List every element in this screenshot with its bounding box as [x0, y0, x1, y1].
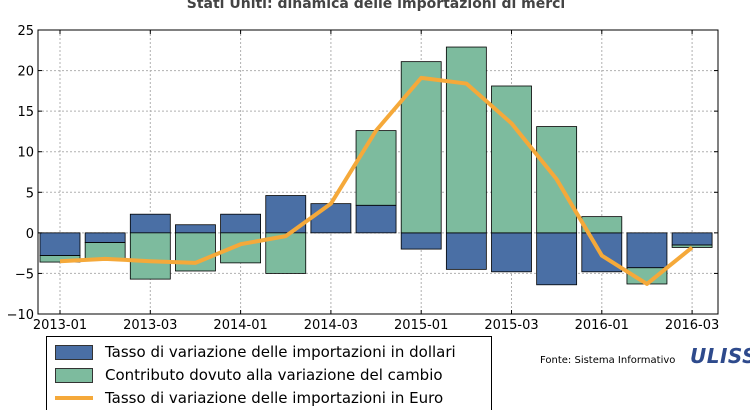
line-series: [59, 75, 694, 286]
legend-label-euro: Tasso di variazione delle importazioni i…: [105, 389, 444, 407]
bar-dollars: [220, 213, 262, 234]
chart-title: Stati Uniti: dinamica delle importazioni…: [187, 0, 565, 12]
euro-line: [59, 75, 694, 286]
legend-label-exchange: Contributo dovuto alla variazione del ca…: [105, 366, 443, 384]
bar-dollars: [129, 213, 171, 234]
legend-label-dollars: Tasso di variazione delle importazioni i…: [105, 343, 456, 361]
x-tick-label: 2014-03: [304, 318, 358, 333]
bar-dollars: [310, 203, 352, 234]
y-tick-label: 5: [26, 186, 34, 201]
source-note: Fonte: Sistema Informativo: [540, 355, 676, 366]
bar-exchange: [355, 130, 397, 206]
bar-dollars: [175, 224, 216, 234]
ulisse-logo: ULISSE: [690, 344, 750, 368]
plot-frame: [37, 29, 719, 315]
y-tick-label: −5: [15, 267, 34, 282]
y-tick-label: 0: [26, 227, 34, 242]
y-tick-label: 25: [17, 24, 34, 39]
bar-dollars: [536, 232, 578, 286]
y-tick-label: 15: [17, 105, 34, 120]
bars: [39, 46, 713, 286]
bar-dollars: [39, 232, 81, 256]
legend-item-exchange: Contributo dovuto alla variazione del ca…: [55, 364, 443, 386]
y-tick-label: 20: [17, 65, 34, 80]
legend-swatch-exchange: [55, 367, 93, 383]
bar-dollars: [400, 232, 442, 250]
x-tick-label: 2016-03: [665, 318, 719, 333]
legend-swatch-dollars: [55, 344, 93, 360]
x-tick-label: 2013-03: [123, 318, 177, 333]
legend-item-euro: Tasso di variazione delle importazioni i…: [55, 387, 443, 409]
x-tick-label: 2015-01: [394, 318, 448, 333]
x-tick-label: 2016-01: [575, 318, 629, 333]
bar-dollars: [445, 232, 487, 270]
bar-dollars: [626, 232, 668, 269]
bar-exchange: [671, 244, 713, 248]
bar-dollars: [84, 232, 126, 243]
bar-exchange: [129, 232, 171, 280]
x-tick-label: 2013-01: [33, 318, 87, 333]
bar-exchange: [400, 61, 442, 234]
bar-exchange: [84, 242, 126, 260]
legend-item-dollars: Tasso di variazione delle importazioni i…: [55, 341, 456, 363]
bar-dollars: [491, 232, 532, 273]
x-tick-label: 2015-03: [484, 318, 538, 333]
legend: Tasso di variazione delle importazioni i…: [46, 336, 492, 410]
bar-exchange: [491, 85, 532, 234]
legend-line-euro: [55, 396, 93, 400]
bar-exchange: [175, 232, 216, 272]
x-tick-label: 2014-01: [213, 318, 267, 333]
bar-dollars: [355, 204, 397, 234]
y-tick-label: 10: [17, 146, 34, 161]
bar-exchange: [445, 46, 487, 234]
y-tick-label: −10: [7, 308, 34, 323]
bar-dollars: [671, 232, 713, 246]
